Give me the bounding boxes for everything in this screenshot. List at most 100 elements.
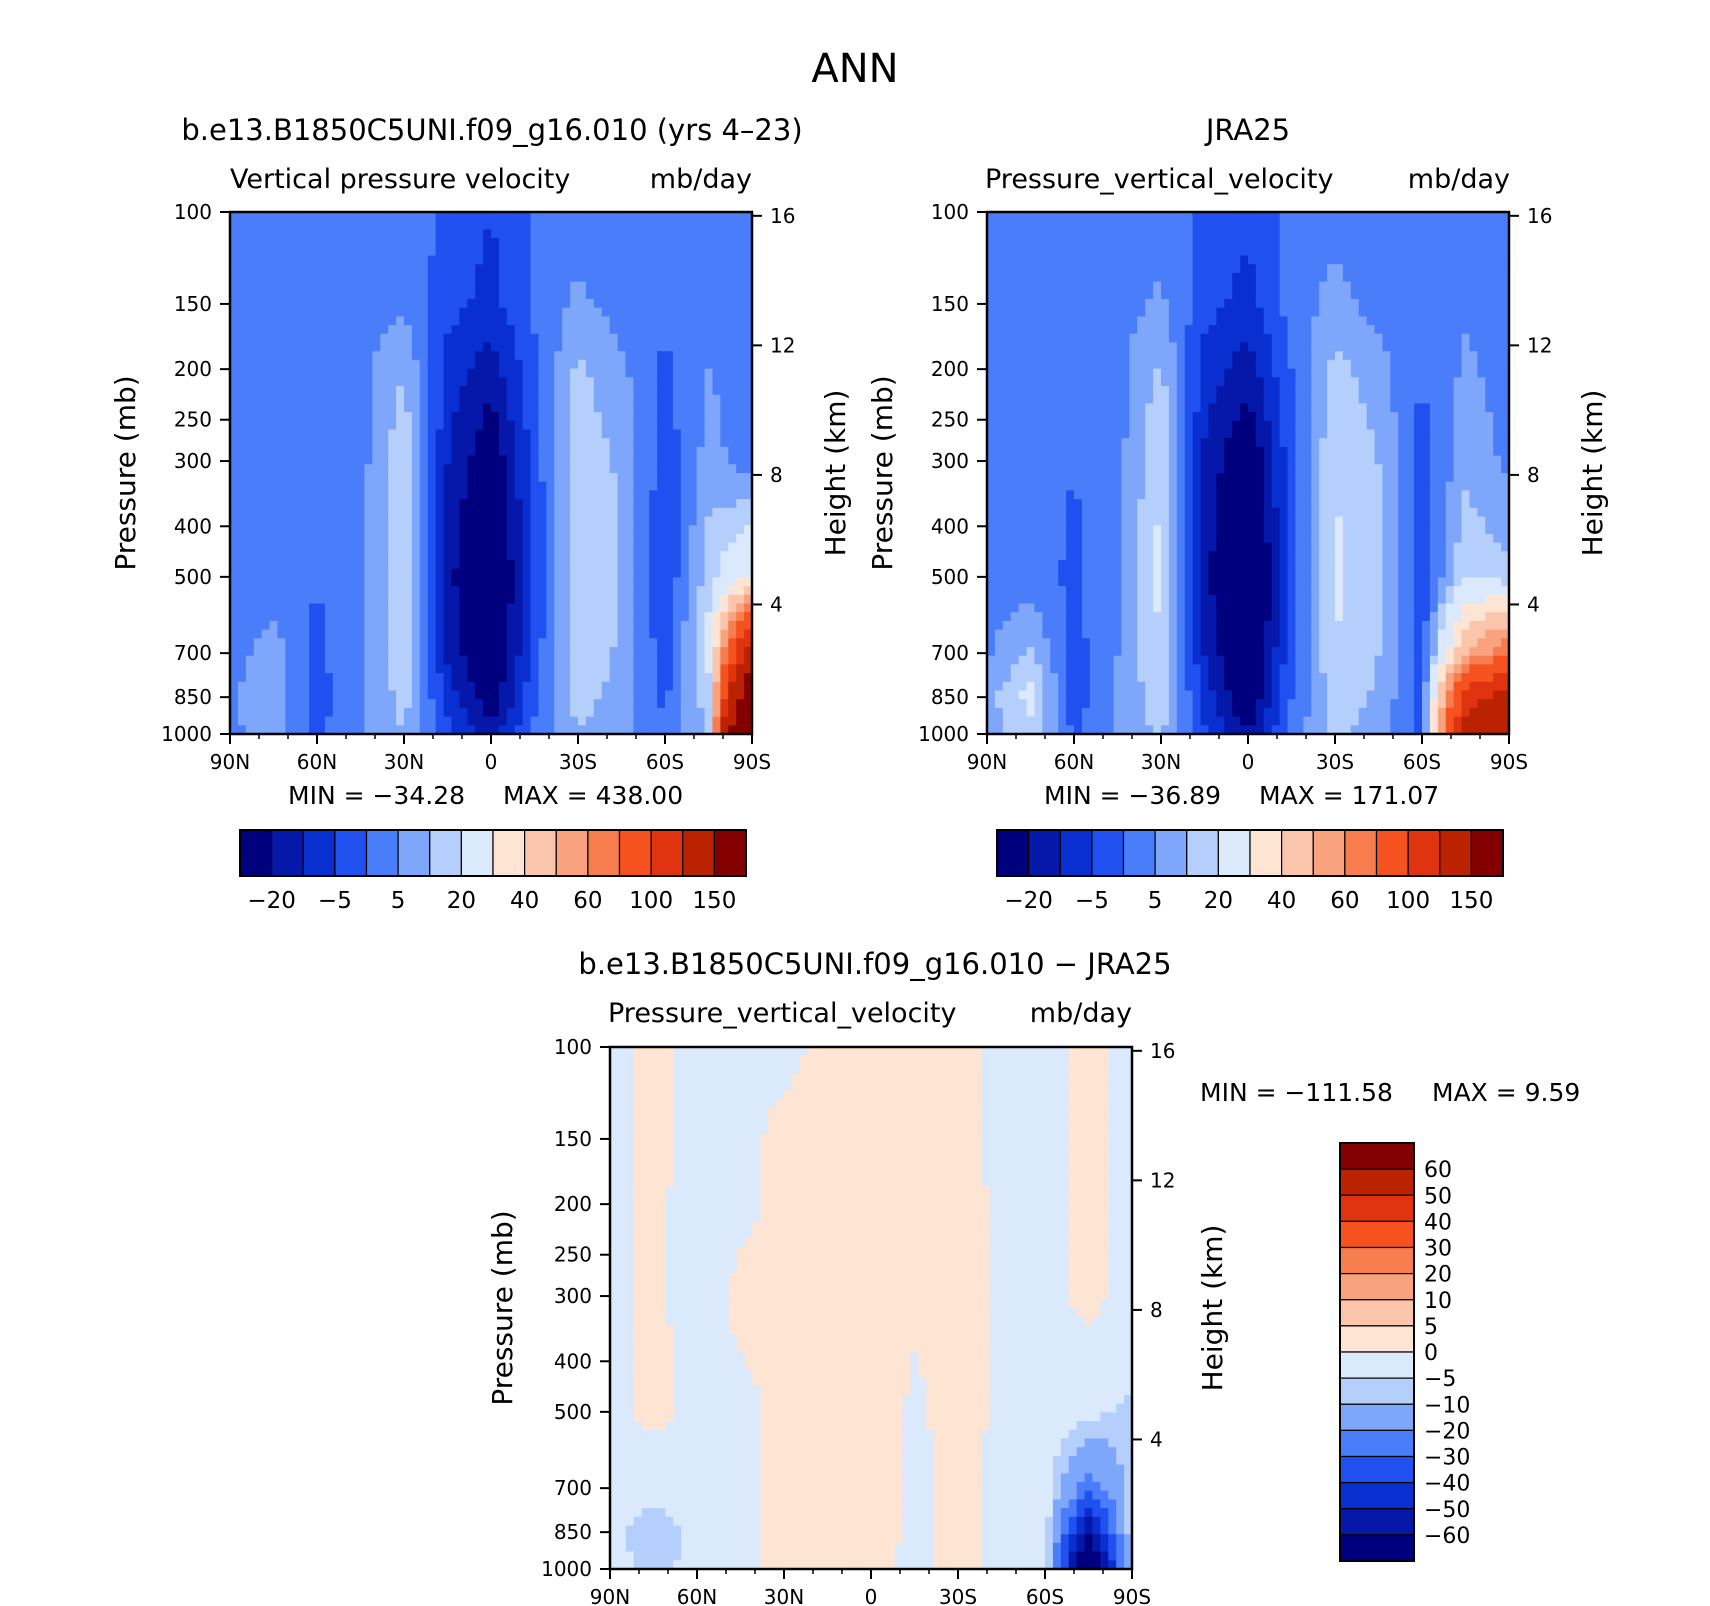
heatmap-cell [404, 690, 413, 700]
heatmap-cell [506, 368, 516, 378]
heatmap-cell [1493, 325, 1502, 335]
heatmap-cell [404, 290, 413, 300]
heatmap-cell [649, 299, 658, 309]
heatmap-cell [340, 594, 350, 605]
heatmap-cell [522, 629, 532, 639]
heatmap-cell [451, 446, 460, 457]
heatmap-cell [309, 377, 318, 387]
heatmap-cell [609, 455, 619, 465]
heatmap-cell [293, 507, 302, 518]
heatmap-cell [404, 525, 413, 535]
heatmap-cell [601, 620, 611, 631]
heatmap-cell [253, 281, 263, 291]
heatmap-cell [680, 307, 690, 317]
heatmap-cell [277, 316, 286, 326]
heatmap-cell [696, 420, 706, 431]
heatmap-cell [498, 577, 508, 587]
heatmap-cell [1350, 316, 1360, 326]
heatmap-cell [1208, 229, 1217, 239]
heatmap-cell [617, 707, 627, 718]
heatmap-cell [411, 577, 421, 587]
heatmap-cell [1287, 220, 1297, 230]
heatmap-cell [427, 560, 437, 570]
heatmap-cell [388, 481, 397, 491]
heatmap-cell [1311, 238, 1320, 248]
heatmap-cell [364, 238, 373, 248]
heatmap-cell [1406, 281, 1415, 291]
heatmap-cell [641, 568, 650, 578]
heatmap-cell [309, 612, 318, 622]
heatmap-cell [467, 525, 476, 535]
heatmap-cell [388, 255, 397, 265]
heatmap-cell [483, 647, 492, 657]
heatmap-cell [1279, 290, 1289, 300]
heatmap-cell [293, 272, 302, 283]
heatmap-cell [269, 438, 279, 448]
heatmap-cell [269, 220, 279, 230]
heatmap-cell [269, 464, 279, 474]
heatmap-cell [356, 377, 366, 387]
heatmap-cell [380, 255, 389, 265]
heatmap-cell [404, 716, 413, 726]
heatmap-cell [301, 586, 310, 596]
heatmap-cell [491, 446, 500, 457]
heatmap-cell [356, 690, 366, 700]
heatmap-cell [443, 264, 453, 274]
heatmap-cell [301, 525, 310, 535]
heatmap-cell [380, 403, 389, 413]
heatmap-cell [388, 707, 397, 718]
heatmap-cell [688, 438, 698, 448]
heatmap-cell [245, 307, 255, 317]
heatmap-cell [506, 377, 516, 387]
heatmap-cell [285, 255, 294, 265]
heatmap-cell [1406, 238, 1415, 248]
heatmap-cell [1445, 299, 1455, 309]
heatmap-cell [340, 490, 350, 500]
heatmap-cell [617, 316, 627, 326]
heatmap-cell [538, 386, 547, 396]
heatmap-cell [1089, 307, 1099, 317]
heatmap-cell [1081, 220, 1091, 230]
heatmap-cell [570, 255, 579, 265]
heatmap-cell [522, 299, 532, 309]
heatmap-cell [744, 299, 753, 309]
heatmap-cell [459, 412, 468, 422]
heatmap-cell [570, 490, 579, 500]
heatmap-cell [253, 473, 263, 483]
heatmap-cell [380, 290, 389, 300]
heatmap-cell [1137, 238, 1146, 248]
heatmap-cell [1232, 299, 1241, 309]
heatmap-cell [712, 629, 721, 639]
heatmap-cell [994, 299, 1004, 309]
heatmap-cell [435, 681, 445, 692]
y-tick-label: 850 [174, 685, 212, 709]
heatmap-cell [245, 438, 255, 448]
heatmap-cell [427, 342, 437, 352]
heatmap-cell [309, 212, 318, 222]
heatmap-cell [443, 412, 453, 422]
heatmap-cell [324, 351, 334, 361]
heatmap-cell [1414, 307, 1423, 317]
heatmap-cell [459, 394, 468, 404]
heatmap-cell [1255, 325, 1265, 335]
heatmap-cell [1042, 281, 1051, 291]
heatmap-cell [245, 533, 255, 544]
heatmap-cell [728, 229, 737, 239]
heatmap-cell [443, 333, 453, 344]
heatmap-cell [427, 516, 437, 526]
heatmap-cell [498, 412, 508, 422]
heatmap-cell [364, 412, 373, 422]
heatmap-cell [309, 664, 318, 674]
heatmap-cell [1066, 220, 1075, 230]
heatmap-cell [1335, 290, 1344, 300]
heatmap-cell [1327, 246, 1336, 257]
heatmap-cell [309, 264, 318, 274]
heatmap-cell [253, 290, 263, 300]
heatmap-cell [1295, 220, 1304, 230]
heatmap-cell [237, 446, 247, 457]
heatmap-cell [380, 655, 389, 665]
heatmap-cell [364, 438, 373, 448]
heatmap-cell [704, 325, 714, 335]
heatmap-cell [617, 229, 627, 239]
heatmap-cell [261, 438, 271, 448]
